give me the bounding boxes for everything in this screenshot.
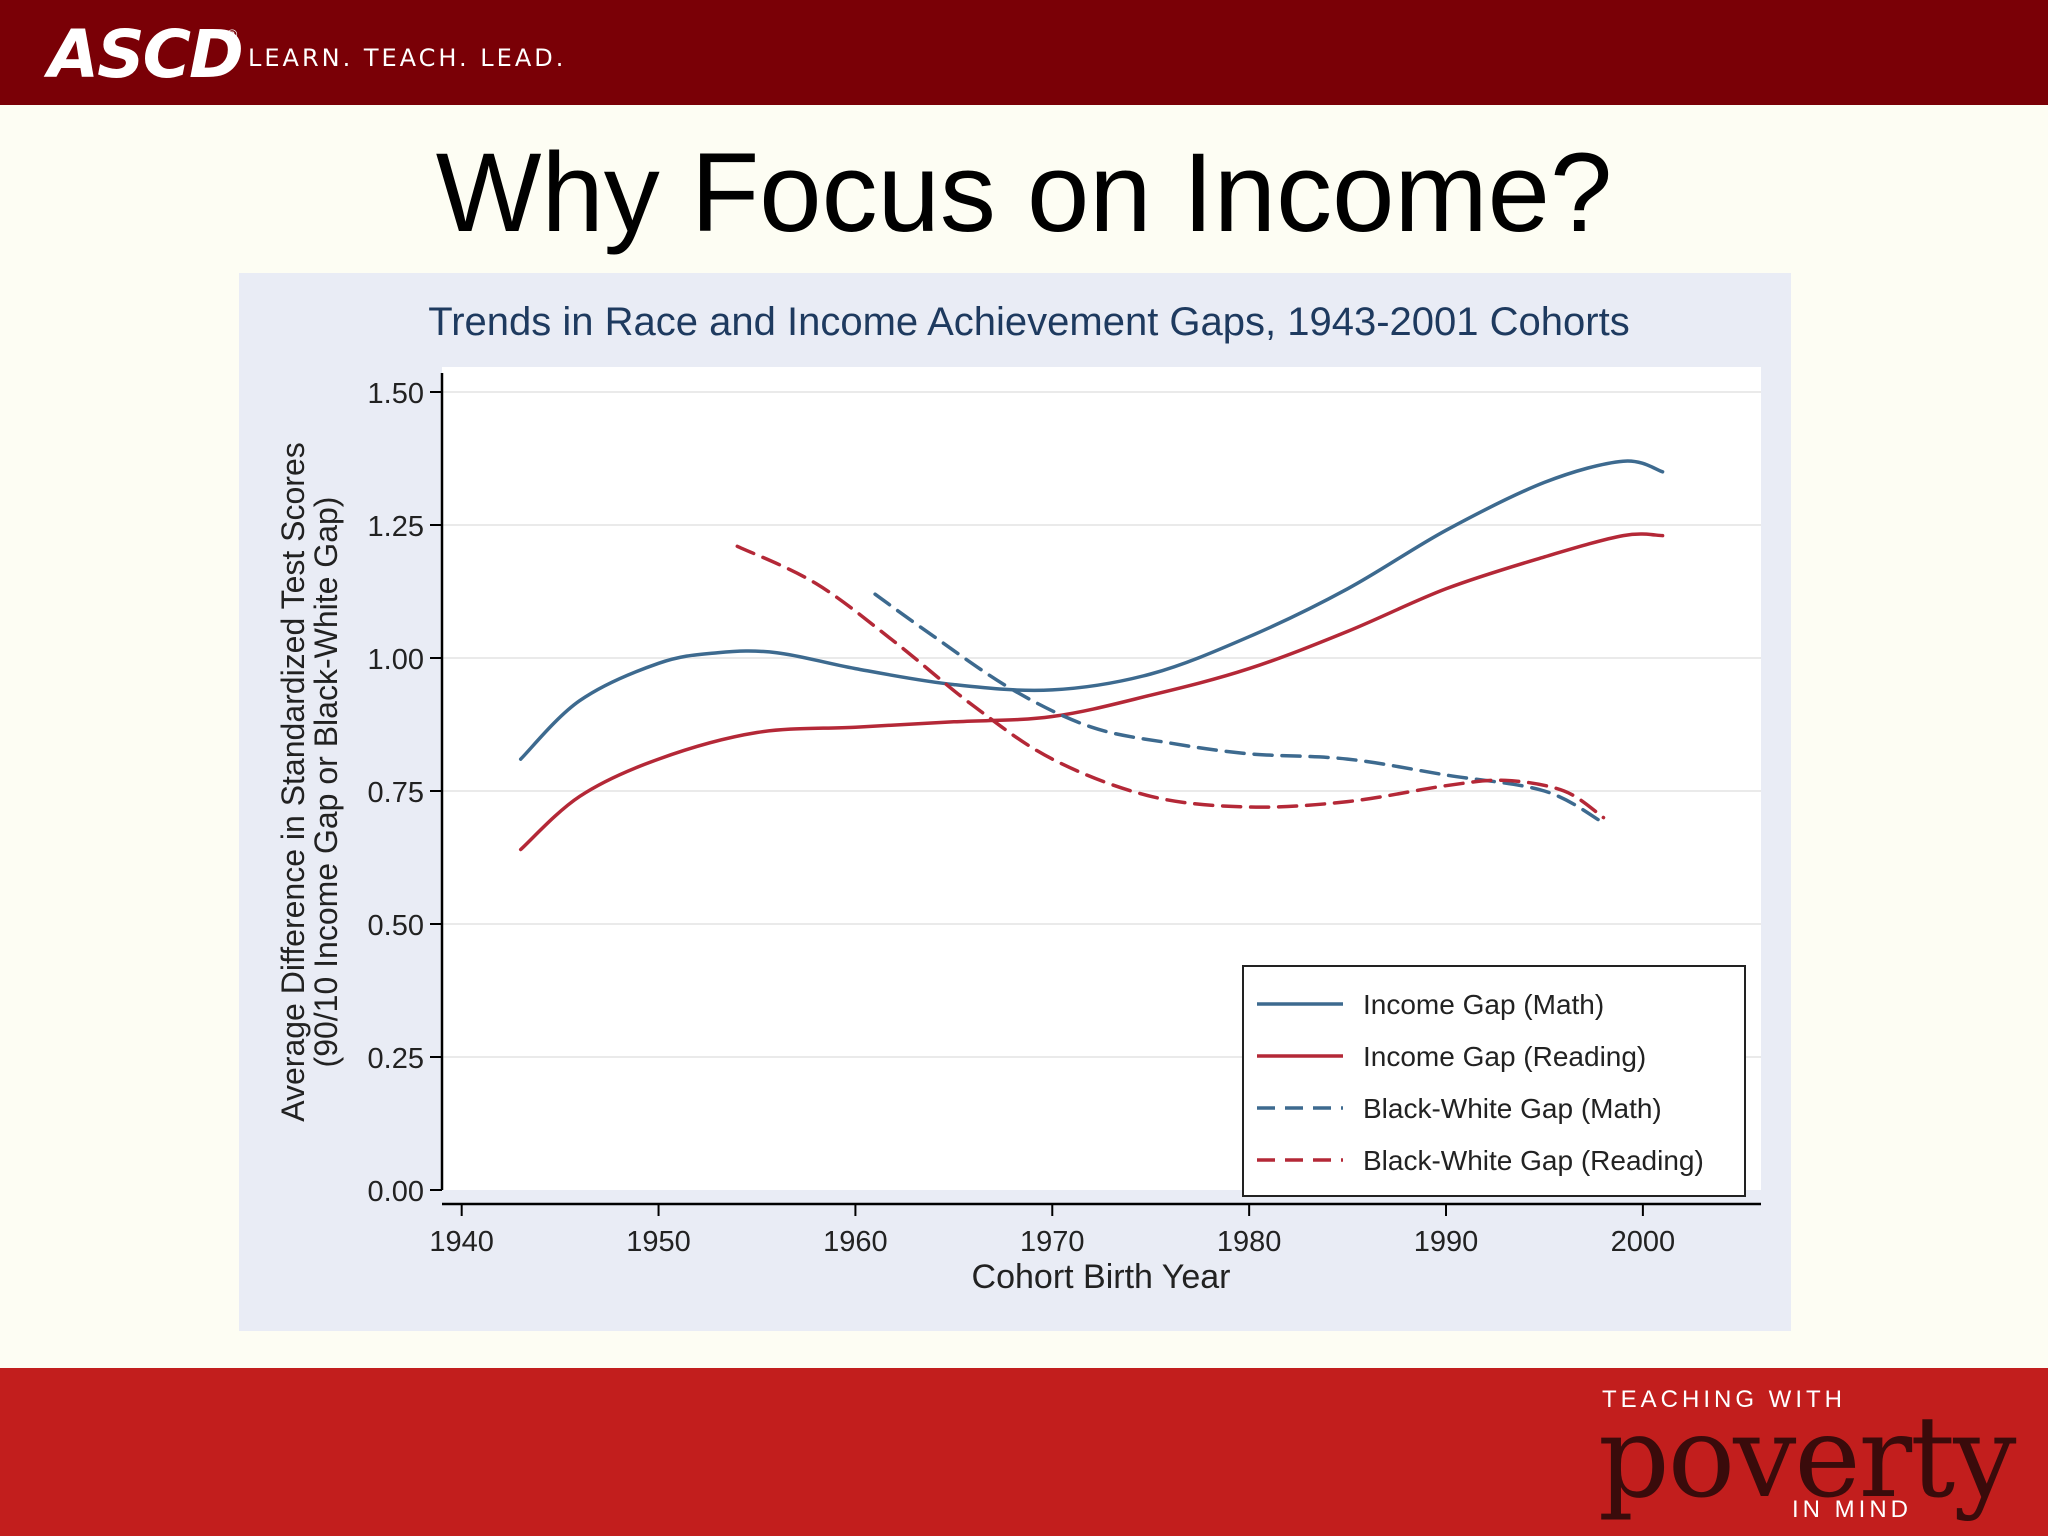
axes: 0.00 0.25 0.50 0.75 1.00 1.25 1.50 1940 1950 1960… [368,373,1761,1258]
x-tick-label: 2000 [1611,1226,1676,1258]
y-tick-label: 0.50 [368,910,424,942]
gridlines [442,391,1761,1058]
y-axis-label-secondary: (90/10 Income Gap or Black-White Gap) [308,497,344,1068]
series-line [735,544,1606,820]
series-line [873,592,1606,825]
legend: Income Gap (Math) Income Gap (Reading) Bla… [1242,965,1746,1197]
header-tagline: LEARN. TEACH. LEAD. [248,44,567,72]
y-tick-label: 1.50 [368,378,424,410]
x-tick-label: 1940 [429,1226,494,1258]
brand-poverty: poverty [1598,1393,2016,1523]
y-axis-label: Average Difference in Standardized Test … [275,442,311,1122]
brand-in-mind: IN MIND [1792,1496,1912,1523]
y-tick-label: 0.00 [368,1176,424,1208]
chart-panel: Trends in Race and Income Achievement Ga… [239,273,1791,1331]
x-tick-label: 1950 [626,1226,691,1258]
x-axis-label: Cohort Birth Year [972,1258,1231,1296]
brand-teaching-with: TEACHING WITH [1602,1386,1846,1413]
x-tick-label: 1980 [1217,1226,1282,1258]
x-tick-label: 1970 [1020,1226,1085,1258]
series-lines [518,459,1665,852]
y-tick-label: 0.25 [368,1043,424,1075]
y-tick-label: 0.75 [368,777,424,809]
ascd-logo: ASCD [48,16,244,93]
series-line [518,459,1665,761]
y-tick-label: 1.00 [368,644,424,676]
legend-label: Income Gap (Math) [1363,989,1604,1020]
chart-title: Trends in Race and Income Achievement Ga… [428,300,1629,344]
slide-title: Why Focus on Income? [435,130,1613,255]
header-bar: ASCD ® LEARN. TEACH. LEAD. [0,0,2048,105]
x-tick-label: 1990 [1414,1226,1479,1258]
x-tick-label: 1960 [823,1226,888,1258]
legend-label: Black-White Gap (Math) [1363,1093,1662,1124]
legend-label: Income Gap (Reading) [1363,1041,1646,1072]
legend-box [1242,965,1746,1197]
chart: Trends in Race and Income Achievement Ga… [275,300,1761,1296]
series-line [518,532,1665,852]
y-tick-label: 1.25 [368,511,424,543]
registered-mark: ® [227,26,238,42]
footer-bar [0,1368,2048,1536]
legend-label: Black-White Gap (Reading) [1363,1145,1704,1176]
